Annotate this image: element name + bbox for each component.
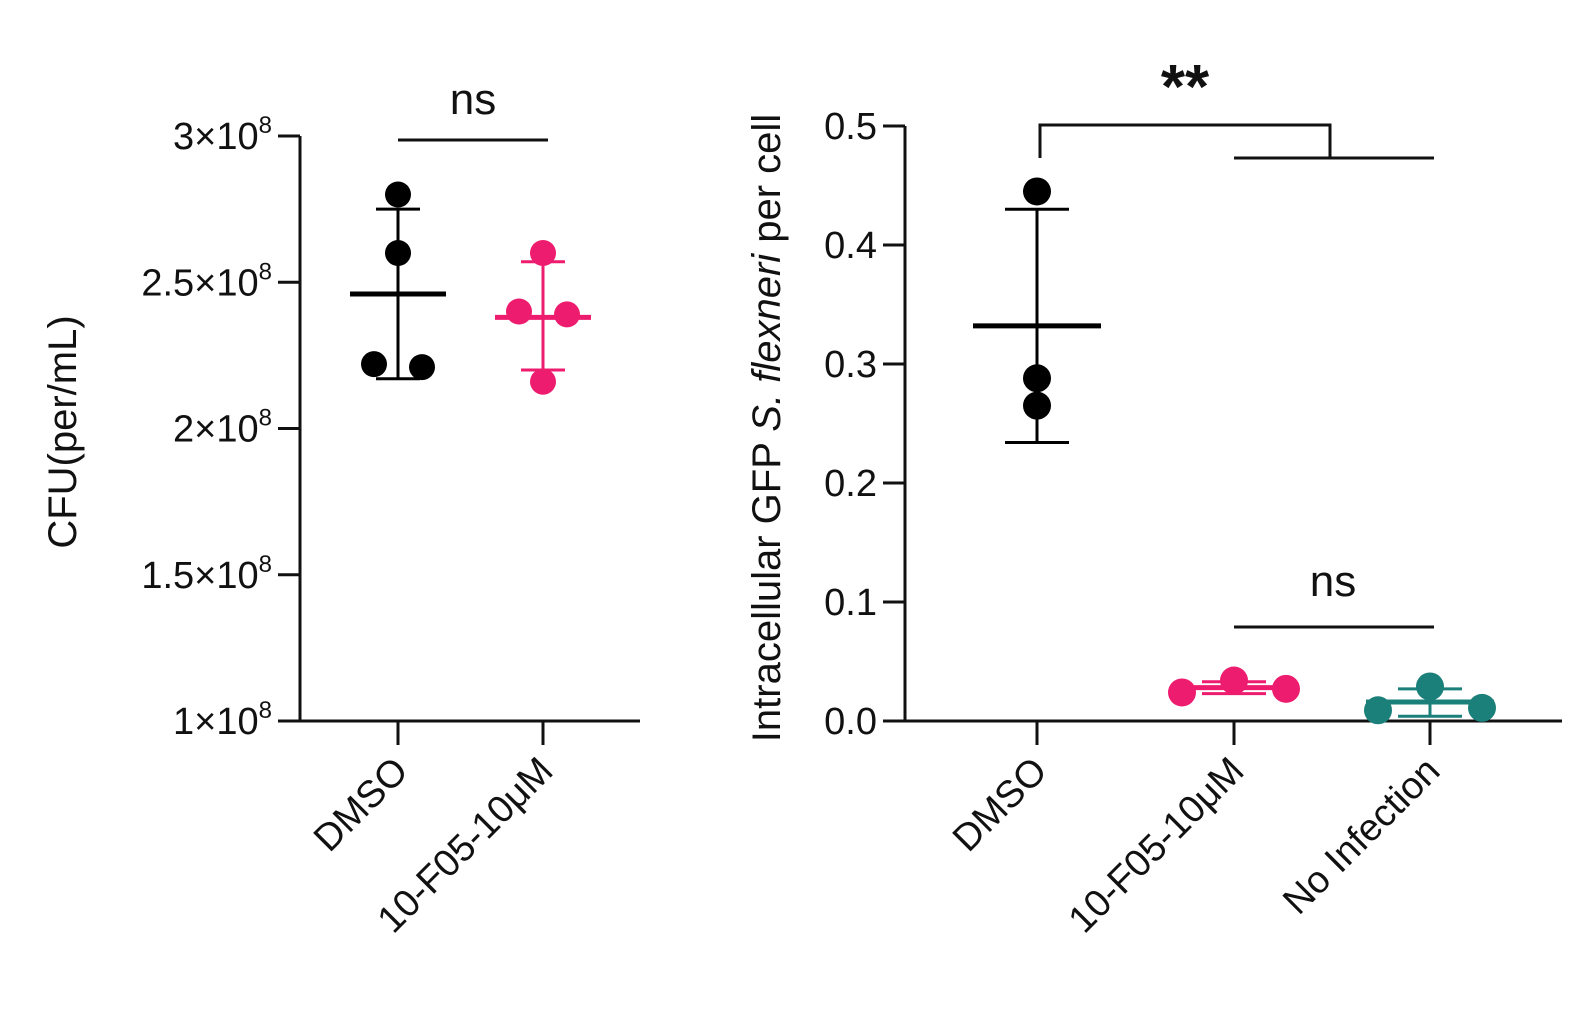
left-y-tick-exponent: 8 xyxy=(259,697,272,724)
right-data-point xyxy=(1168,678,1196,707)
left-y-tick-exponent: 8 xyxy=(259,112,272,139)
left-x-category-label: DMSO xyxy=(306,750,416,860)
left-data-point xyxy=(530,240,556,266)
left-group-1 xyxy=(495,240,591,395)
right-x-category-label: 10-F05-10μM xyxy=(1061,750,1253,942)
left-sig-label: ns xyxy=(450,75,496,124)
right-sig-label-stars: ** xyxy=(1161,53,1210,122)
left-y-tick-mantissa: 2.5×10 xyxy=(141,262,258,304)
left-data-point xyxy=(385,181,411,208)
left-y-tick-mantissa: 3×10 xyxy=(173,116,259,158)
right-y-tick-label: 0.5 xyxy=(824,106,877,148)
right-sig-bracket-main xyxy=(1038,123,1332,158)
right-y-tick-label: 0.3 xyxy=(824,344,877,386)
right-data-point xyxy=(1023,391,1051,420)
left-y-tick-label: 1×108 xyxy=(173,697,272,743)
right-data-point xyxy=(1272,674,1300,703)
cfu-axes xyxy=(298,136,640,723)
gfp-y-ticks: 0.0 0.1 0.2 0.3 0.4 0.5 xyxy=(824,106,905,743)
right-group-2 xyxy=(1364,672,1496,725)
right-group-1 xyxy=(1168,666,1300,707)
left-data-point xyxy=(506,298,532,325)
left-y-tick-exponent: 8 xyxy=(259,258,272,285)
gfp-y-title-part3: per cell xyxy=(745,114,789,254)
left-group-0 xyxy=(350,181,446,381)
left-y-tick-exponent: 8 xyxy=(259,551,272,578)
right-sig-label-ns: ns xyxy=(1310,557,1356,606)
right-y-tick-label: 0.2 xyxy=(824,463,877,505)
left-y-tick-exponent: 8 xyxy=(259,405,272,432)
gfp-significance: ** ns xyxy=(1038,53,1434,629)
cfu-significance: ns xyxy=(398,75,548,142)
right-y-tick-label: 0.1 xyxy=(824,582,877,624)
left-data-point xyxy=(361,351,387,378)
gfp-groups xyxy=(973,177,1496,725)
left-data-point xyxy=(530,368,556,395)
right-data-point xyxy=(1468,693,1496,722)
left-data-point xyxy=(385,240,411,266)
left-data-point xyxy=(554,301,580,328)
cfu-y-axis-title: CFU(per/mL) xyxy=(41,315,85,548)
right-y-tick-label: 0.4 xyxy=(824,225,877,267)
right-x-category-label: DMSO xyxy=(945,750,1055,860)
right-x-category-label: No Infection xyxy=(1275,750,1448,923)
left-data-point xyxy=(409,354,435,381)
gfp-chart: 0.0 0.1 0.2 0.3 0.4 0.5 Intracellular GFP S. … xyxy=(745,53,1562,941)
left-y-tick-label: 1.5×108 xyxy=(141,551,272,597)
right-data-point xyxy=(1023,177,1051,206)
left-y-tick-label: 2×108 xyxy=(173,405,272,451)
left-y-tick-mantissa: 1×10 xyxy=(173,701,259,743)
left-y-tick-mantissa: 2×10 xyxy=(173,409,259,451)
gfp-x-categories: DMSO 10-F05-10μM No Infection xyxy=(945,721,1448,941)
cfu-groups xyxy=(350,181,591,395)
gfp-y-title-species: S. flexneri xyxy=(745,253,789,432)
gfp-y-title-part1: Intracellular GFP xyxy=(745,432,789,743)
left-y-tick-mantissa: 1.5×10 xyxy=(141,555,258,597)
right-data-point xyxy=(1220,666,1248,695)
gfp-y-axis-title: Intracellular GFP S. flexneri per cell xyxy=(745,114,789,742)
right-data-point xyxy=(1364,696,1392,725)
right-group-0 xyxy=(973,177,1101,445)
gfp-axes xyxy=(903,126,1562,723)
right-y-tick-label: 0.0 xyxy=(824,701,877,743)
right-data-point xyxy=(1023,364,1051,393)
right-data-point xyxy=(1416,672,1444,701)
left-y-tick-label: 3×108 xyxy=(173,112,272,158)
left-y-tick-label: 2.5×108 xyxy=(141,258,272,304)
